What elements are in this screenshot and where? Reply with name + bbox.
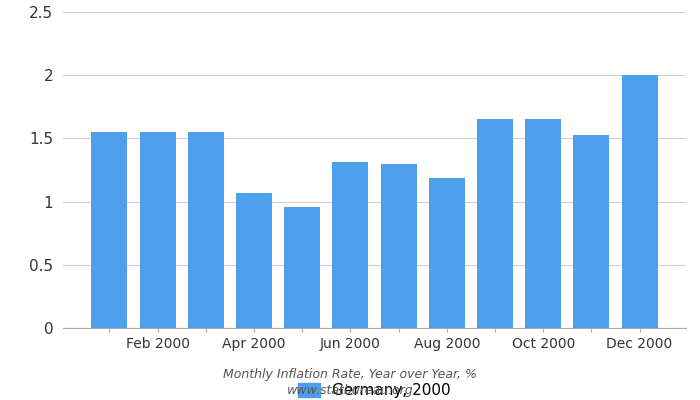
Legend: Germany, 2000: Germany, 2000 [293, 377, 456, 400]
Bar [236, 193, 272, 328]
Bar [284, 207, 321, 328]
Bar [381, 164, 416, 328]
Text: Monthly Inflation Rate, Year over Year, %: Monthly Inflation Rate, Year over Year, … [223, 368, 477, 381]
Bar [477, 120, 513, 328]
Bar [428, 178, 465, 328]
Bar [573, 135, 610, 328]
Bar [139, 132, 176, 328]
Bar [332, 162, 368, 328]
Bar [91, 132, 127, 328]
Text: www.statbureau.org: www.statbureau.org [287, 384, 413, 397]
Bar [525, 120, 561, 328]
Bar [188, 132, 224, 328]
Bar [622, 75, 658, 328]
